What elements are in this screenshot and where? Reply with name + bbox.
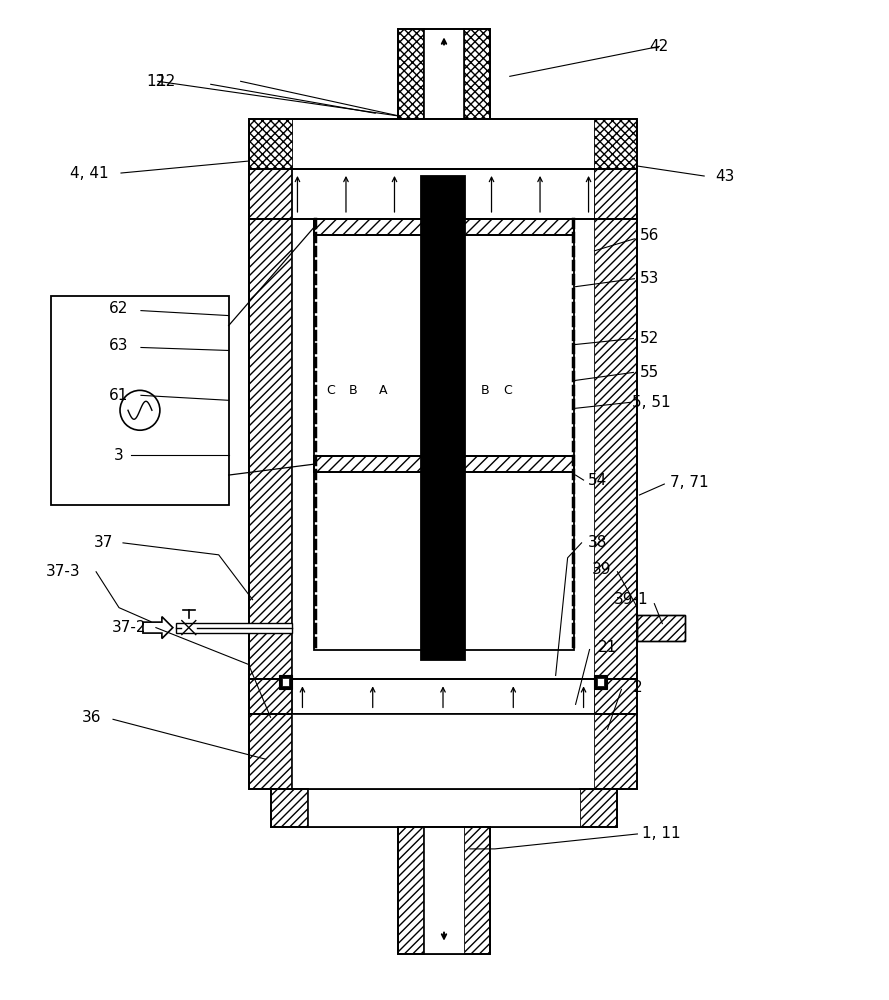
Text: 12: 12 bbox=[147, 74, 166, 89]
Text: 39-1: 39-1 bbox=[614, 592, 649, 607]
Bar bbox=[249, 714, 637, 789]
Bar bbox=[315, 456, 573, 472]
Bar bbox=[270, 789, 618, 827]
Text: 37: 37 bbox=[93, 535, 113, 550]
Text: 2: 2 bbox=[633, 680, 642, 695]
Bar bbox=[424, 827, 464, 954]
Bar bbox=[249, 119, 637, 169]
Text: 12: 12 bbox=[156, 74, 175, 89]
Bar bbox=[292, 119, 594, 169]
Bar bbox=[282, 678, 290, 686]
Text: 42: 42 bbox=[650, 39, 669, 54]
Text: 21: 21 bbox=[598, 640, 617, 655]
Bar bbox=[315, 456, 573, 472]
Text: 39: 39 bbox=[592, 562, 612, 577]
Polygon shape bbox=[143, 617, 172, 639]
Bar bbox=[424, 29, 464, 119]
Text: 56: 56 bbox=[640, 228, 659, 243]
Text: 37-3: 37-3 bbox=[46, 564, 81, 579]
Text: 54: 54 bbox=[588, 473, 607, 488]
Text: 38: 38 bbox=[588, 535, 607, 550]
Bar bbox=[594, 219, 637, 679]
Bar bbox=[249, 714, 292, 789]
Bar bbox=[270, 789, 308, 827]
Text: 3: 3 bbox=[114, 448, 124, 463]
Text: 36: 36 bbox=[82, 710, 100, 725]
Bar bbox=[292, 714, 594, 789]
Text: A: A bbox=[451, 384, 460, 397]
Text: 37-2: 37-2 bbox=[112, 620, 146, 635]
Bar bbox=[249, 169, 292, 219]
Bar bbox=[637, 615, 685, 641]
Bar bbox=[315, 219, 573, 650]
Text: C: C bbox=[326, 384, 335, 397]
Bar bbox=[292, 219, 594, 679]
Bar bbox=[292, 714, 594, 789]
Bar bbox=[308, 789, 580, 827]
Text: 7, 71: 7, 71 bbox=[670, 475, 709, 490]
Bar bbox=[421, 176, 465, 660]
Text: A: A bbox=[379, 384, 388, 397]
Bar bbox=[594, 679, 637, 714]
Text: 61: 61 bbox=[109, 388, 129, 403]
Bar bbox=[398, 29, 490, 119]
Bar bbox=[249, 219, 637, 679]
Bar bbox=[398, 29, 424, 119]
Bar bbox=[597, 678, 605, 686]
Text: 63: 63 bbox=[109, 338, 129, 353]
Bar bbox=[464, 827, 490, 954]
Text: B: B bbox=[481, 384, 489, 397]
Text: 62: 62 bbox=[109, 301, 129, 316]
Text: 55: 55 bbox=[640, 365, 659, 380]
Bar bbox=[278, 675, 292, 689]
Bar bbox=[292, 679, 594, 714]
Bar bbox=[637, 615, 685, 641]
Bar bbox=[52, 296, 228, 505]
Bar bbox=[594, 675, 607, 689]
Bar bbox=[398, 827, 490, 954]
Bar bbox=[315, 219, 573, 235]
Bar bbox=[249, 679, 292, 714]
Bar bbox=[249, 119, 637, 169]
Bar bbox=[176, 623, 292, 633]
Bar bbox=[249, 219, 292, 679]
Bar bbox=[292, 169, 594, 219]
Bar bbox=[315, 219, 573, 235]
Text: 1, 11: 1, 11 bbox=[642, 826, 681, 841]
Text: 53: 53 bbox=[640, 271, 659, 286]
Bar bbox=[249, 679, 637, 714]
Text: 52: 52 bbox=[640, 331, 659, 346]
Bar bbox=[594, 714, 637, 789]
Text: 5, 51: 5, 51 bbox=[632, 395, 670, 410]
Bar bbox=[594, 169, 637, 219]
Bar bbox=[580, 789, 618, 827]
Bar bbox=[464, 29, 490, 119]
Bar bbox=[249, 169, 637, 219]
Text: C: C bbox=[503, 384, 512, 397]
Text: 4, 41: 4, 41 bbox=[70, 166, 108, 181]
Text: B: B bbox=[349, 384, 357, 397]
Bar bbox=[398, 827, 424, 954]
Text: 43: 43 bbox=[716, 169, 735, 184]
